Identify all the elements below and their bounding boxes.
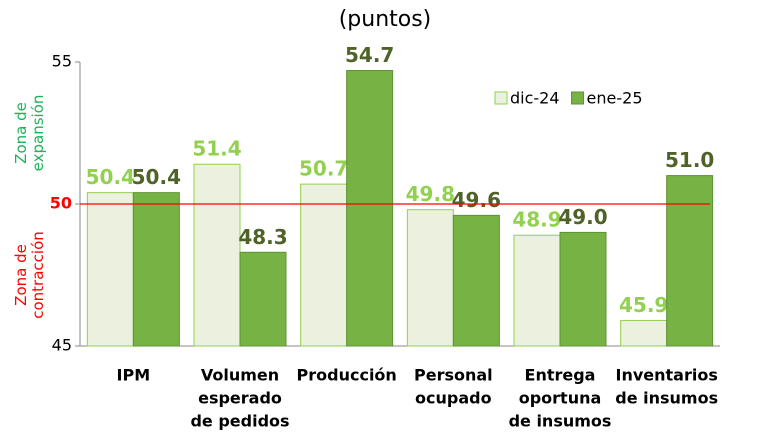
- value-label: 49.8: [406, 182, 455, 206]
- bar: [300, 183, 348, 347]
- x-tick-label: oportuna: [519, 389, 602, 408]
- bar: [513, 234, 561, 347]
- y-tick-label: 55: [52, 52, 72, 71]
- bar: [239, 251, 287, 347]
- legend-label: ene-25: [587, 89, 643, 108]
- y-tick-label: 45: [52, 336, 72, 355]
- x-tick-label: ocupado: [415, 389, 492, 408]
- legend-label: dic-24: [510, 89, 560, 108]
- legend-swatch: [571, 91, 585, 105]
- value-label: 48.9: [512, 208, 561, 232]
- x-tick-label: Volumen: [201, 366, 279, 385]
- x-tick-label: Personal: [414, 366, 493, 385]
- x-tick-label: esperado: [198, 389, 282, 408]
- value-label: 54.7: [345, 43, 394, 67]
- x-tick-label: Inventarios: [615, 366, 717, 385]
- zone-label-line: contracción: [29, 231, 47, 319]
- value-label: 51.4: [192, 137, 241, 161]
- zone-label-line: expansión: [29, 95, 47, 172]
- bar: [452, 214, 500, 347]
- legend-swatch: [494, 91, 508, 105]
- value-label: 49.0: [558, 205, 607, 229]
- value-label: 45.9: [619, 293, 668, 317]
- chart-title: (puntos): [339, 7, 432, 32]
- x-tick-label: de insumos: [615, 389, 718, 408]
- value-label: 49.6: [452, 188, 501, 212]
- x-tick-label: de pedidos: [190, 412, 289, 431]
- zone-label-line: Zona de: [12, 102, 30, 164]
- bar: [559, 231, 607, 347]
- value-label: 51.0: [665, 148, 714, 172]
- bar: [193, 163, 241, 347]
- bar: [406, 209, 454, 347]
- bar: [86, 192, 134, 347]
- x-tick-label: IPM: [117, 366, 151, 385]
- x-tick-label: Producción: [297, 366, 397, 385]
- bar: [346, 70, 394, 347]
- x-tick-label: de insumos: [509, 412, 612, 431]
- zone-label: Zona de expansión: [12, 95, 47, 172]
- value-label: 50.4: [132, 165, 181, 189]
- zone-label: Zona de contracción: [12, 231, 47, 319]
- value-label: 50.7: [299, 157, 348, 181]
- value-label: 50.4: [86, 165, 135, 189]
- bar: [132, 192, 180, 347]
- bar: [620, 319, 668, 347]
- value-label: 48.3: [238, 225, 287, 249]
- x-tick-label: Entrega: [525, 366, 596, 385]
- bar: [666, 175, 714, 347]
- y-tick-label: 50: [50, 194, 72, 213]
- zone-label-line: Zona de: [12, 244, 30, 306]
